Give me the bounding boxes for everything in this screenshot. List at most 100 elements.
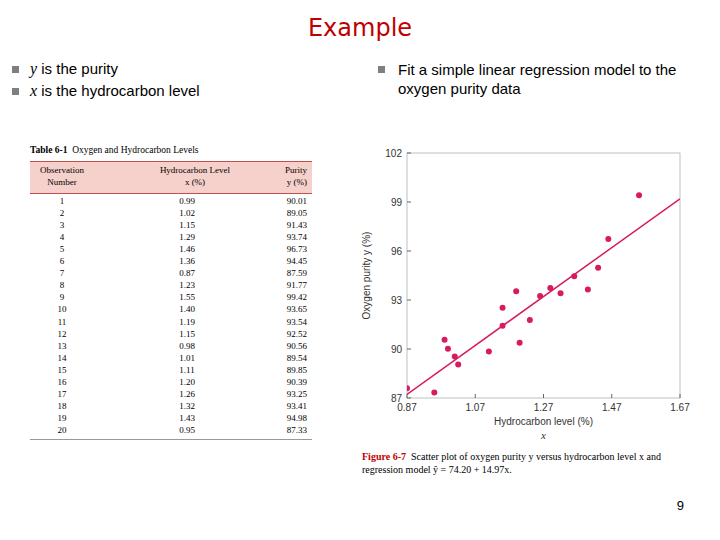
table-cell: 1.19 [160,317,214,328]
table-cell: 1.15 [160,329,214,340]
table-cell: 9 [30,292,94,303]
data-point [445,346,451,352]
table-cell: 89.05 [245,208,307,219]
bullet-variable: x [30,82,37,99]
table-cell: 90.39 [245,377,307,388]
slide: {"slide": { "title": "Example", "bullets… [0,0,720,540]
y-tick-label: 87 [391,393,403,404]
table-cell: 92.52 [245,329,307,340]
bullet-marker [12,66,19,73]
data-point [605,236,611,242]
table-header-cell: Number [30,177,94,187]
table-cell: 1.20 [160,377,214,388]
table-cell: 1.26 [160,389,214,400]
data-point [486,348,492,354]
table-number: Table 6-1 [30,145,67,155]
table-cell: 1.46 [160,244,214,255]
bullet-phrase: is the purity [41,60,118,77]
table-cell: 18 [30,401,94,412]
data-point [500,305,506,311]
regression-line [407,199,680,395]
table-cell: 94.98 [245,413,307,424]
data-point [455,362,461,368]
plot-marks [407,192,680,395]
data-point [547,285,553,291]
table-cell: 93.65 [245,304,307,315]
bullet-text: x is the hydrocarbon level [30,82,200,100]
data-point [407,385,410,391]
table-cell: 1.43 [160,413,214,424]
table-cell: 87.33 [245,425,307,436]
y-tick [407,398,411,399]
y-tick [407,349,411,350]
data-point [595,265,601,271]
table-cell: 0.87 [160,268,214,279]
table-cell: 1.40 [160,304,214,315]
table-header-cell: Purity [245,165,307,175]
page-number: 9 [660,498,684,513]
y-tick [407,153,411,154]
annotation: x [540,429,546,441]
x-tick [543,394,544,398]
x-tick [611,394,612,398]
table-cell: 1.32 [160,401,214,412]
table-cell: 0.99 [160,196,214,207]
table-cell: 3 [30,220,94,231]
table-cell: 94.45 [245,256,307,267]
table-cell: 93.54 [245,317,307,328]
table-cell: 87.59 [245,268,307,279]
table-header-rule [30,193,312,194]
figure-caption: Figure 6-7 Scatter plot of oxygen purity… [362,450,702,476]
table-cell: 1.11 [160,365,214,376]
table-cell: 1.23 [160,280,214,291]
y-tick [407,251,411,252]
x-tick-label: 1.07 [466,402,486,413]
data-point [571,273,577,279]
data-point [636,192,642,198]
x-axis-label: Hydrocarbon level (%) [494,416,593,427]
table-bottom-rule [30,439,312,440]
data-point [452,354,458,360]
table-cell: 1.15 [160,220,214,231]
y-tick-label: 99 [391,197,403,208]
table-cell: 5 [30,244,94,255]
data-point [527,317,533,323]
y-axis-label: Oxygen purity y (%) [361,232,372,320]
table-cell: 99.42 [245,292,307,303]
bullet-variable: y [30,60,37,77]
y-tick-label: 93 [391,295,403,306]
table-cell: 89.85 [245,365,307,376]
table-cell: 2 [30,208,94,219]
data-point [558,290,564,296]
x-tick-label: 1.47 [602,402,622,413]
table-cell: 20 [30,425,94,436]
table-cell: 93.25 [245,389,307,400]
table-cell: 16 [30,377,94,388]
table-cell: 89.54 [245,353,307,364]
table-header-cell: Observation [30,165,94,175]
table-header-cell: Hydrocarbon Level [150,165,240,175]
data-point [585,286,591,292]
table-cell: 10 [30,304,94,315]
table-header-cell: y (%) [245,177,307,187]
plot-frame [407,153,680,398]
table-cell: 15 [30,365,94,376]
figure-text: Scatter plot of oxygen purity y versus h… [362,451,661,475]
table-cell: 1 [30,196,94,207]
bullet-text: y is the purity [30,60,118,78]
table-cell: 19 [30,413,94,424]
data-point [537,293,543,299]
data-point [500,323,506,329]
table-cell: 7 [30,268,94,279]
table-cell: 0.98 [160,341,214,352]
bullet-phrase: is the hydrocarbon level [41,82,199,99]
table-cell: 17 [30,389,94,400]
y-tick [407,202,411,203]
table-cell: 90.56 [245,341,307,352]
data-point [513,288,519,294]
table-header-cell: x (%) [150,177,240,187]
table-cell: 12 [30,329,94,340]
table-cell: 93.74 [245,232,307,243]
bullet-marker [378,66,385,73]
table-cell: 4 [30,232,94,243]
